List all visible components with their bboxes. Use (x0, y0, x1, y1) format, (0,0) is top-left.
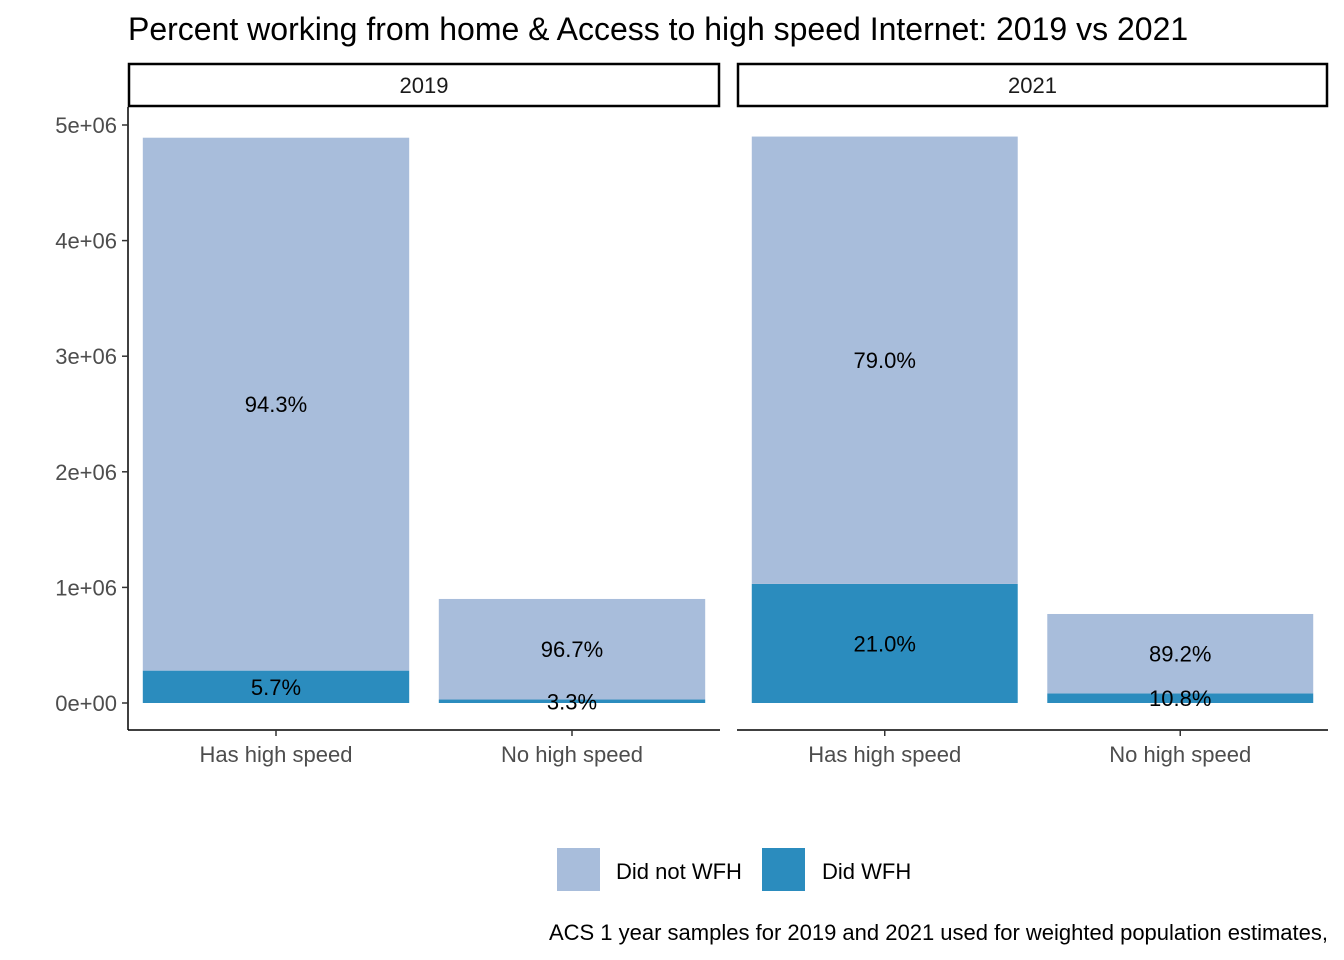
data-label: 94.3% (245, 392, 307, 417)
legend: Did not WFH Did WFH (557, 848, 911, 891)
panel-2019: 2019 0e+00 1e+06 2e+06 3e+06 4e+06 5e+06 5.7% 94… (55, 62, 721, 767)
strip-box (736, 62, 1329, 108)
legend-item: Did not WFH (557, 848, 742, 891)
bar-segment-did-not-wfh (142, 137, 410, 671)
data-label: 10.8% (1149, 686, 1211, 711)
bar-segment-did-not-wfh (1047, 613, 1314, 694)
legend-swatch (762, 848, 805, 891)
y-tick-label: 1e+06 (55, 575, 117, 600)
y-tick-label: 4e+06 (55, 229, 117, 254)
y-tick-label: 5e+06 (55, 113, 117, 138)
x-tick-label: Has high speed (808, 742, 961, 767)
legend-label: Did WFH (822, 859, 911, 884)
bar-segment-did-not-wfh (751, 136, 1018, 584)
data-label: 89.2% (1149, 642, 1211, 667)
legend-swatch (557, 848, 600, 891)
panel-2021: 2021 21.0% 79.0% Has high speed 10.8% 89.2% No… (736, 62, 1329, 767)
strip-label: 2021 (1008, 73, 1057, 98)
x-tick-label: No high speed (501, 742, 643, 767)
data-label: 96.7% (541, 637, 603, 662)
bar-segment-did-not-wfh (438, 598, 706, 700)
y-tick-label: 0e+00 (55, 691, 117, 716)
chart-caption: ACS 1 year samples for 2019 and 2021 use… (549, 920, 1328, 945)
x-tick-label: No high speed (1109, 742, 1251, 767)
strip-label: 2019 (400, 73, 449, 98)
data-label: 79.0% (854, 348, 916, 373)
chart-title: Percent working from home & Access to hi… (128, 11, 1188, 47)
strip-box (127, 62, 721, 108)
legend-item: Did WFH (762, 848, 911, 891)
data-label: 21.0% (854, 631, 916, 656)
x-tick-label: Has high speed (200, 742, 353, 767)
y-tick-label: 2e+06 (55, 460, 117, 485)
y-tick-label: 3e+06 (55, 344, 117, 369)
bar-segment-did-wfh (1047, 693, 1314, 703)
bar-segment-did-wfh (142, 670, 410, 703)
data-label: 3.3% (547, 689, 597, 714)
legend-label: Did not WFH (616, 859, 742, 884)
plot-layer: 2019 0e+00 1e+06 2e+06 3e+06 4e+06 5e+06 5.7% 94… (55, 62, 1329, 767)
bar-segment-did-wfh (751, 583, 1018, 703)
data-label: 5.7% (251, 675, 301, 700)
bar-segment-did-wfh (438, 699, 706, 703)
